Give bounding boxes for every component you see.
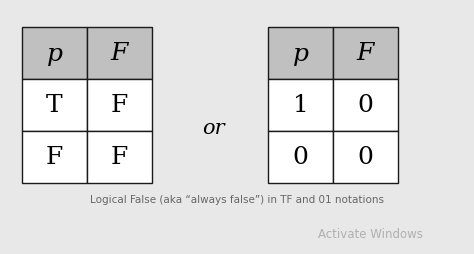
Bar	[333, 132, 398, 183]
Text: F: F	[357, 42, 374, 65]
Text: p: p	[46, 42, 63, 65]
Text: 0: 0	[292, 146, 309, 169]
Text: F: F	[111, 146, 128, 169]
Text: Activate Windows: Activate Windows	[318, 228, 422, 241]
Text: F: F	[46, 146, 63, 169]
Text: p: p	[292, 42, 309, 65]
Text: F: F	[111, 94, 128, 117]
Text: F: F	[111, 42, 128, 65]
Bar	[22, 80, 87, 132]
Text: Logical False (aka “always false”) in TF and 01 notations: Logical False (aka “always false”) in TF…	[90, 194, 384, 204]
Bar	[333, 28, 398, 80]
Bar	[87, 28, 152, 80]
Bar	[268, 80, 333, 132]
Text: T: T	[46, 94, 63, 117]
Bar	[87, 80, 152, 132]
Bar	[333, 80, 398, 132]
Text: 0: 0	[357, 146, 374, 169]
Bar	[268, 28, 333, 80]
Text: 0: 0	[357, 94, 374, 117]
Bar	[268, 132, 333, 183]
Bar	[87, 132, 152, 183]
Text: 1: 1	[292, 94, 309, 117]
Bar	[22, 28, 87, 80]
Bar	[22, 132, 87, 183]
Text: or: or	[202, 118, 224, 137]
